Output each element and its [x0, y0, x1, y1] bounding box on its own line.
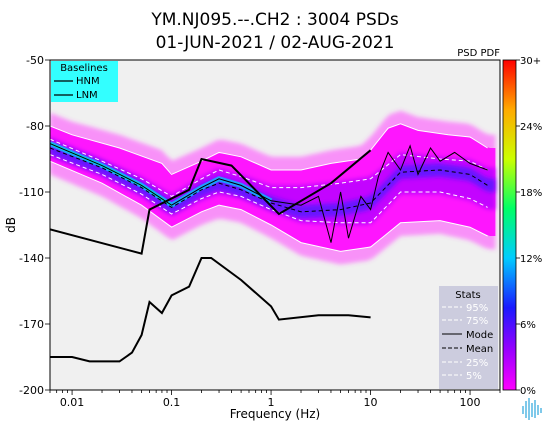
- baselines-legend-title: Baselines: [60, 63, 108, 74]
- x-tick-label: 1: [268, 396, 275, 409]
- colorbar: [502, 59, 517, 391]
- stats-legend-title: Stats: [455, 290, 481, 301]
- baseline-lines: [50, 149, 372, 363]
- waveform-logo-icon: [522, 398, 542, 420]
- p75-legend-label: 75%: [466, 316, 488, 327]
- baselines-legend: Baselines HNM LNM: [51, 61, 118, 102]
- chart-title-line1: YM.NJ095.--.CH2 : 3004 PSDs: [150, 10, 399, 30]
- y-tick-label: -200: [19, 384, 44, 397]
- y-axis-ticks: -50 -80 -110 -140 -170 -200: [19, 54, 50, 397]
- y-tick-label: -50: [26, 54, 44, 67]
- p5-line: [50, 160, 488, 252]
- hnm-legend-label: HNM: [76, 76, 100, 87]
- p5-legend-label: 5%: [466, 371, 482, 382]
- y-tick-label: -140: [19, 252, 44, 265]
- mean-line: [50, 147, 488, 213]
- p95-line: [50, 123, 488, 176]
- lnm-line: [50, 257, 371, 363]
- colorbar-title: PSD PDF: [457, 48, 500, 59]
- p25-line: [50, 154, 488, 224]
- mode-line: [50, 143, 488, 243]
- lnm-legend-label: LNM: [76, 90, 98, 101]
- colorbar-tick-label: 24%: [520, 122, 542, 133]
- mean-legend-label: Mean: [466, 344, 493, 355]
- p25-legend-label: 25%: [466, 358, 488, 369]
- percentile-lines: [50, 123, 488, 252]
- x-axis-label: Frequency (Hz): [230, 407, 321, 421]
- colorbar-tick-label: 12%: [520, 254, 542, 265]
- colorbar-tick-label: 0%: [520, 386, 536, 397]
- p95-legend-label: 95%: [466, 303, 488, 314]
- x-tick-label: 10: [364, 396, 378, 409]
- mode-legend-label: Mode: [466, 330, 493, 341]
- chart-title-line2: 01-JUN-2021 / 02-AUG-2021: [156, 33, 395, 53]
- p75-line: [50, 138, 488, 197]
- colorbar-tick-label: 30+: [520, 56, 541, 67]
- y-axis-label: dB: [4, 217, 18, 233]
- colorbar-tick-label: 18%: [520, 188, 542, 199]
- y-tick-label: -110: [19, 186, 44, 199]
- hnm-line: [50, 149, 372, 255]
- x-tick-label: 100: [460, 396, 481, 409]
- x-tick-label: 0.01: [60, 396, 85, 409]
- stats-legend: Stats 95% 75% Mode Mean 25% 5%: [439, 286, 498, 389]
- stats-legend-box: [439, 286, 498, 389]
- colorbar-ticks: 0% 6% 12% 18% 24% 30+: [516, 56, 542, 397]
- colorbar-tick-label: 6%: [520, 320, 536, 331]
- plot-frame: [49, 59, 501, 391]
- x-tick-label: 0.1: [163, 396, 181, 409]
- y-tick-label: -80: [26, 120, 44, 133]
- y-tick-label: -170: [19, 318, 44, 331]
- x-axis-ticks: 0.01 0.1 1 10 100: [49, 390, 501, 409]
